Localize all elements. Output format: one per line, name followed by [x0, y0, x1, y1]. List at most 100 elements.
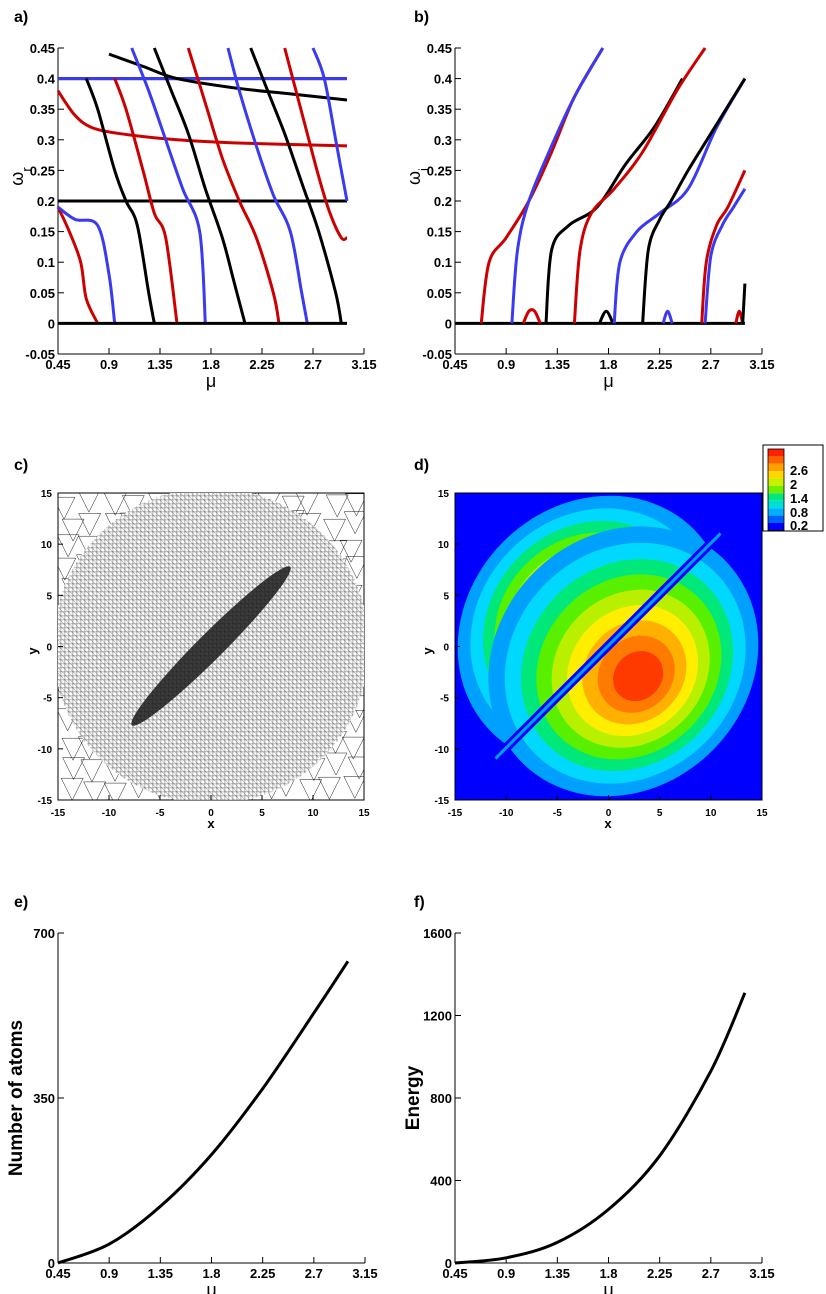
- x-tick-label: -15: [448, 808, 463, 819]
- series-line-red-10: [113, 78, 179, 324]
- series-line-red-7: [56, 206, 100, 325]
- y-tick-label: -0.05: [25, 347, 55, 362]
- x-tick-label: 3.15: [352, 1266, 377, 1281]
- x-tick-label: -5: [553, 808, 562, 819]
- series-line-red-5: [572, 47, 707, 324]
- x-tick-label: 2.25: [250, 1266, 275, 1281]
- mesh-x-axis-label: x: [207, 816, 215, 831]
- colorbar-tick-2: 2: [790, 477, 797, 492]
- x-tick-label: 15: [358, 808, 370, 819]
- y-tick-label: 5: [46, 591, 52, 602]
- colorbar-swatch: [768, 500, 784, 509]
- panel-label-f: f): [414, 894, 425, 911]
- heatmap-axis-ticks: -15 -10 -5 0 5 10 15 -15 -10 -5 0 5 10 15: [435, 489, 768, 819]
- x-tick-label: 5: [259, 808, 265, 819]
- chart-panel-a: 0.45 0.9 1.35 1.8 2.25 2.7 3.15 -0.05 0 0.05 0.1 0.…: [7, 41, 377, 391]
- x-tick-label: 3.15: [749, 357, 774, 372]
- contour-level: [613, 651, 664, 702]
- series-line-blue-2: [510, 47, 605, 324]
- y-tick-label: 0.2: [434, 194, 452, 209]
- density-lobes: [457, 495, 759, 797]
- heatmap-y-axis-label: y: [420, 647, 435, 655]
- x-tick-label: 3.15: [749, 1266, 774, 1281]
- colorbar-swatch: [768, 508, 784, 516]
- y-tick-label: 1200: [423, 1009, 452, 1024]
- colorbar-swatch: [768, 523, 784, 531]
- y-tick-label: 350: [33, 1091, 55, 1106]
- colorbar-tick-1.4: 1.4: [790, 491, 809, 506]
- y-tick-label: 0: [445, 316, 452, 331]
- y-tick-label: 0.25: [30, 163, 55, 178]
- y-tick-label: 0.45: [427, 41, 452, 56]
- heatmap-x-axis-label: x: [604, 816, 612, 831]
- y-axis-label: ωi: [404, 168, 431, 185]
- mesh-panel-c: -15 -10 -5 0 5 10 15 -15 -10 -5 0 5 10 15 x y: [25, 489, 370, 831]
- axes-f: 0.45 0.9 1.35 1.8 2.25 2.7 3.15 0 400 800 1200 1600…: [403, 926, 775, 1294]
- y-tick-label: -0.05: [422, 347, 452, 362]
- x-tick-label: 10: [307, 808, 319, 819]
- y-tick-label: 0.25: [427, 163, 452, 178]
- series-line-black-8: [641, 77, 747, 324]
- y-tick-label: 0.1: [37, 255, 55, 270]
- y-tick-label: 5: [443, 591, 449, 602]
- y-tick-label: -15: [38, 796, 53, 807]
- series-line-blue-17: [311, 47, 349, 202]
- y-tick-label: 0.4: [434, 72, 453, 87]
- x-tick-label: 1.35: [148, 1266, 173, 1281]
- heatmap-panel-d: -15 -10 -5 0 5 10 15 -15 -10 -5 0 5 10 15 x y 2.6 2 1…: [420, 444, 824, 831]
- y-tick-label: 0.05: [30, 286, 55, 301]
- panel-label-d: d): [414, 457, 429, 474]
- y-tick-label: 0: [46, 643, 52, 654]
- colorbar-swatch: [768, 471, 784, 479]
- y-tick-label: -10: [38, 745, 53, 756]
- x-tick-label: 1.35: [545, 1266, 570, 1281]
- x-tick-label: 0.9: [497, 357, 515, 372]
- x-tick-label: 0.45: [442, 1266, 467, 1281]
- series-line-black-6: [598, 309, 615, 325]
- series-line-blue-7: [612, 77, 747, 324]
- x-axis-label: μ: [603, 371, 613, 391]
- x-tick-label: 1.8: [599, 357, 617, 372]
- x-tick-label: 2.7: [304, 357, 322, 372]
- colorbar-swatch: [768, 493, 784, 501]
- x-tick-label: -5: [156, 808, 165, 819]
- y-axis-label: Energy: [403, 1065, 424, 1130]
- y-tick-label: 1600: [423, 926, 452, 941]
- y-tick-label: 0.2: [37, 194, 55, 209]
- x-tick-label: 15: [756, 808, 768, 819]
- colorbar-swatch: [768, 456, 784, 464]
- series-line-red-5: [56, 89, 348, 148]
- mesh-axis-ticks: -15 -10 -5 0 5 10 15 -15 -10 -5 0 5 10 15: [38, 489, 370, 819]
- series-line-blue-11: [130, 47, 207, 324]
- series-line-black-0: [454, 992, 747, 1265]
- y-tick-label: 10: [438, 540, 450, 551]
- nodal-line-edge: [494, 532, 722, 760]
- x-tick-label: 2.25: [249, 357, 274, 372]
- colorbar-legend: 2.6 2 1.4 0.8 0.2: [762, 444, 824, 533]
- colorbar-swatch: [768, 449, 784, 457]
- colorbar-swatch: [768, 486, 784, 494]
- x-tick-label: 1.8: [599, 1266, 617, 1281]
- colorbar-swatches: [767, 448, 785, 531]
- y-tick-label: 0.45: [30, 41, 55, 56]
- y-tick-label: 800: [430, 1091, 452, 1106]
- y-tick-label: 0: [443, 643, 449, 654]
- y-tick-label: -5: [43, 694, 52, 705]
- x-tick-label: 1.35: [147, 357, 172, 372]
- x-tick-label: -15: [51, 808, 66, 819]
- y-tick-label: 10: [41, 540, 53, 551]
- x-tick-label: 0.45: [45, 357, 70, 372]
- y-tick-label: 700: [33, 926, 55, 941]
- series-line-black-13: [741, 283, 747, 324]
- y-tick-label: 0: [48, 1256, 55, 1271]
- x-tick-label: 10: [705, 808, 717, 819]
- panel-label-b: b): [414, 9, 429, 26]
- x-tick-label: 0: [606, 808, 612, 819]
- panel-label-e: e): [14, 894, 28, 911]
- x-tick-label: 1.8: [202, 357, 220, 372]
- series-line-black-15: [249, 47, 343, 324]
- mesh-triangulation: [58, 493, 364, 800]
- colorbar-swatch: [768, 515, 784, 523]
- x-axis-label: μ: [206, 1280, 216, 1294]
- x-tick-label: 5: [657, 808, 663, 819]
